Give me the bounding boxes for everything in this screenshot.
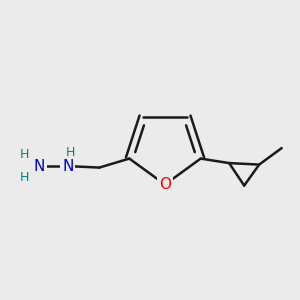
Text: N: N bbox=[62, 159, 74, 174]
Text: H: H bbox=[20, 171, 30, 184]
Text: H: H bbox=[20, 148, 30, 161]
Text: O: O bbox=[159, 177, 171, 192]
Text: H: H bbox=[66, 146, 76, 159]
Text: N: N bbox=[34, 159, 45, 174]
